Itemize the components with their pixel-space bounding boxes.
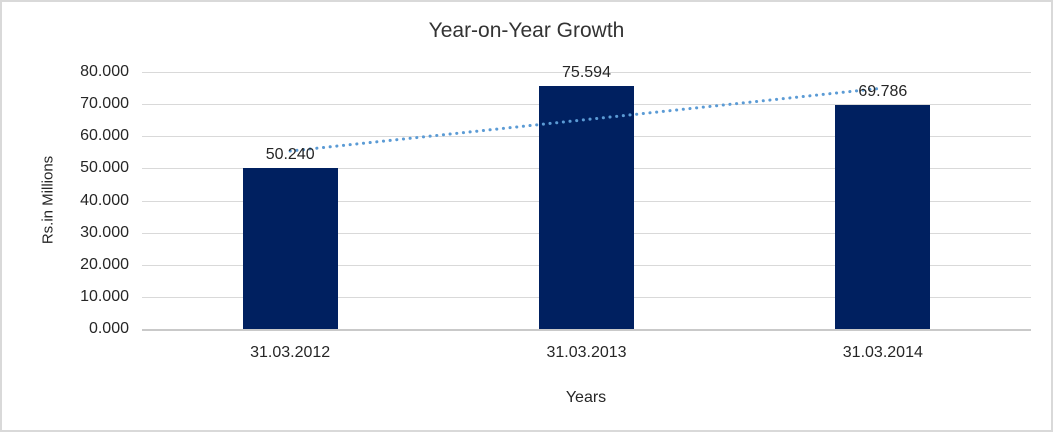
gridline bbox=[142, 72, 1031, 73]
y-axis-tick-label: 30.000 bbox=[80, 223, 129, 241]
x-axis-tick-label: 31.03.2013 bbox=[546, 344, 627, 361]
bar-value-label: 69.786 bbox=[858, 82, 908, 100]
bar bbox=[539, 86, 634, 329]
y-axis-tick-label: 50.000 bbox=[80, 159, 129, 177]
bar bbox=[242, 167, 338, 329]
y-axis-tick-label: 20.000 bbox=[80, 255, 129, 273]
bar-value-label: 50.240 bbox=[265, 145, 315, 163]
y-axis-tick-label: 60.000 bbox=[80, 127, 129, 145]
y-axis-tick-label: 80.000 bbox=[80, 63, 129, 80]
bar bbox=[835, 104, 931, 329]
x-axis-tick-label: 31.03.2012 bbox=[250, 344, 331, 361]
x-axis-title: Years bbox=[565, 389, 607, 406]
x-axis-line bbox=[142, 329, 1031, 331]
y-axis-tick-label: 0.000 bbox=[88, 320, 129, 337]
y-axis-tick-label: 40.000 bbox=[80, 191, 129, 209]
x-axis-tick-label: 31.03.2014 bbox=[842, 344, 923, 361]
y-axis-tick-label: 70.000 bbox=[80, 95, 129, 113]
chart-title: Year-on-Year Growth bbox=[428, 19, 625, 42]
y-axis-tick-label: 10.000 bbox=[80, 287, 129, 305]
bar-value-label: 75.594 bbox=[562, 64, 611, 82]
